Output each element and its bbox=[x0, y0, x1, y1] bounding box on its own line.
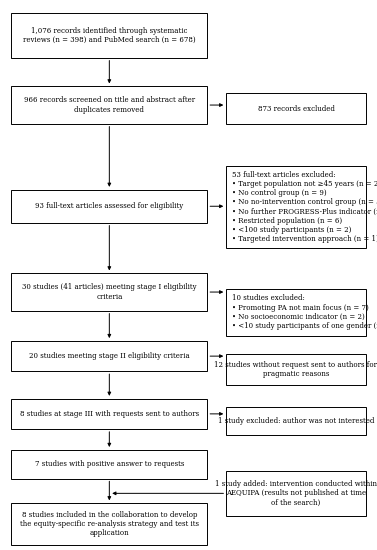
Bar bbox=[11, 273, 207, 311]
Bar bbox=[226, 354, 366, 385]
Bar bbox=[226, 407, 366, 434]
Bar bbox=[11, 399, 207, 429]
Text: 8 studies included in the collaboration to develop
the equity-specific re-analys: 8 studies included in the collaboration … bbox=[20, 510, 199, 537]
Text: 7 studies with positive answer to requests: 7 studies with positive answer to reques… bbox=[35, 460, 184, 468]
Bar bbox=[11, 13, 207, 58]
Bar bbox=[226, 289, 366, 336]
Text: 1 study excluded: author was not interested: 1 study excluded: author was not interes… bbox=[218, 417, 374, 425]
Text: 12 studies without request sent to authors for
pragmatic reasons: 12 studies without request sent to autho… bbox=[215, 361, 377, 378]
Bar bbox=[226, 471, 366, 516]
Text: 1,076 records identified through systematic
reviews (n = 398) and PubMed search : 1,076 records identified through systema… bbox=[23, 26, 196, 44]
Bar bbox=[11, 190, 207, 223]
Text: 93 full-text articles assessed for eligibility: 93 full-text articles assessed for eligi… bbox=[35, 202, 184, 210]
Text: 20 studies meeting stage II eligibility criteria: 20 studies meeting stage II eligibility … bbox=[29, 352, 190, 360]
Bar bbox=[11, 503, 207, 544]
Bar bbox=[11, 341, 207, 371]
Text: 30 studies (41 articles) meeting stage I eligibility
criteria: 30 studies (41 articles) meeting stage I… bbox=[22, 283, 197, 301]
Bar bbox=[226, 94, 366, 124]
Text: 966 records screened on title and abstract after
duplicates removed: 966 records screened on title and abstra… bbox=[24, 96, 195, 114]
Bar bbox=[11, 450, 207, 478]
Text: 10 studies excluded:
• Promoting PA not main focus (n = 7)
• No socioeconomic in: 10 studies excluded: • Promoting PA not … bbox=[232, 294, 377, 330]
Bar bbox=[11, 86, 207, 124]
Text: 1 study added: intervention conducted within
AEQUIPA (results not published at t: 1 study added: intervention conducted wi… bbox=[215, 480, 377, 507]
Bar bbox=[226, 166, 366, 248]
Text: 873 records excluded: 873 records excluded bbox=[257, 104, 334, 113]
Text: 8 studies at stage III with requests sent to authors: 8 studies at stage III with requests sen… bbox=[20, 410, 199, 418]
Text: 53 full-text articles excluded:
• Target population not ≥45 years (n = 26)
• No : 53 full-text articles excluded: • Target… bbox=[232, 170, 377, 243]
